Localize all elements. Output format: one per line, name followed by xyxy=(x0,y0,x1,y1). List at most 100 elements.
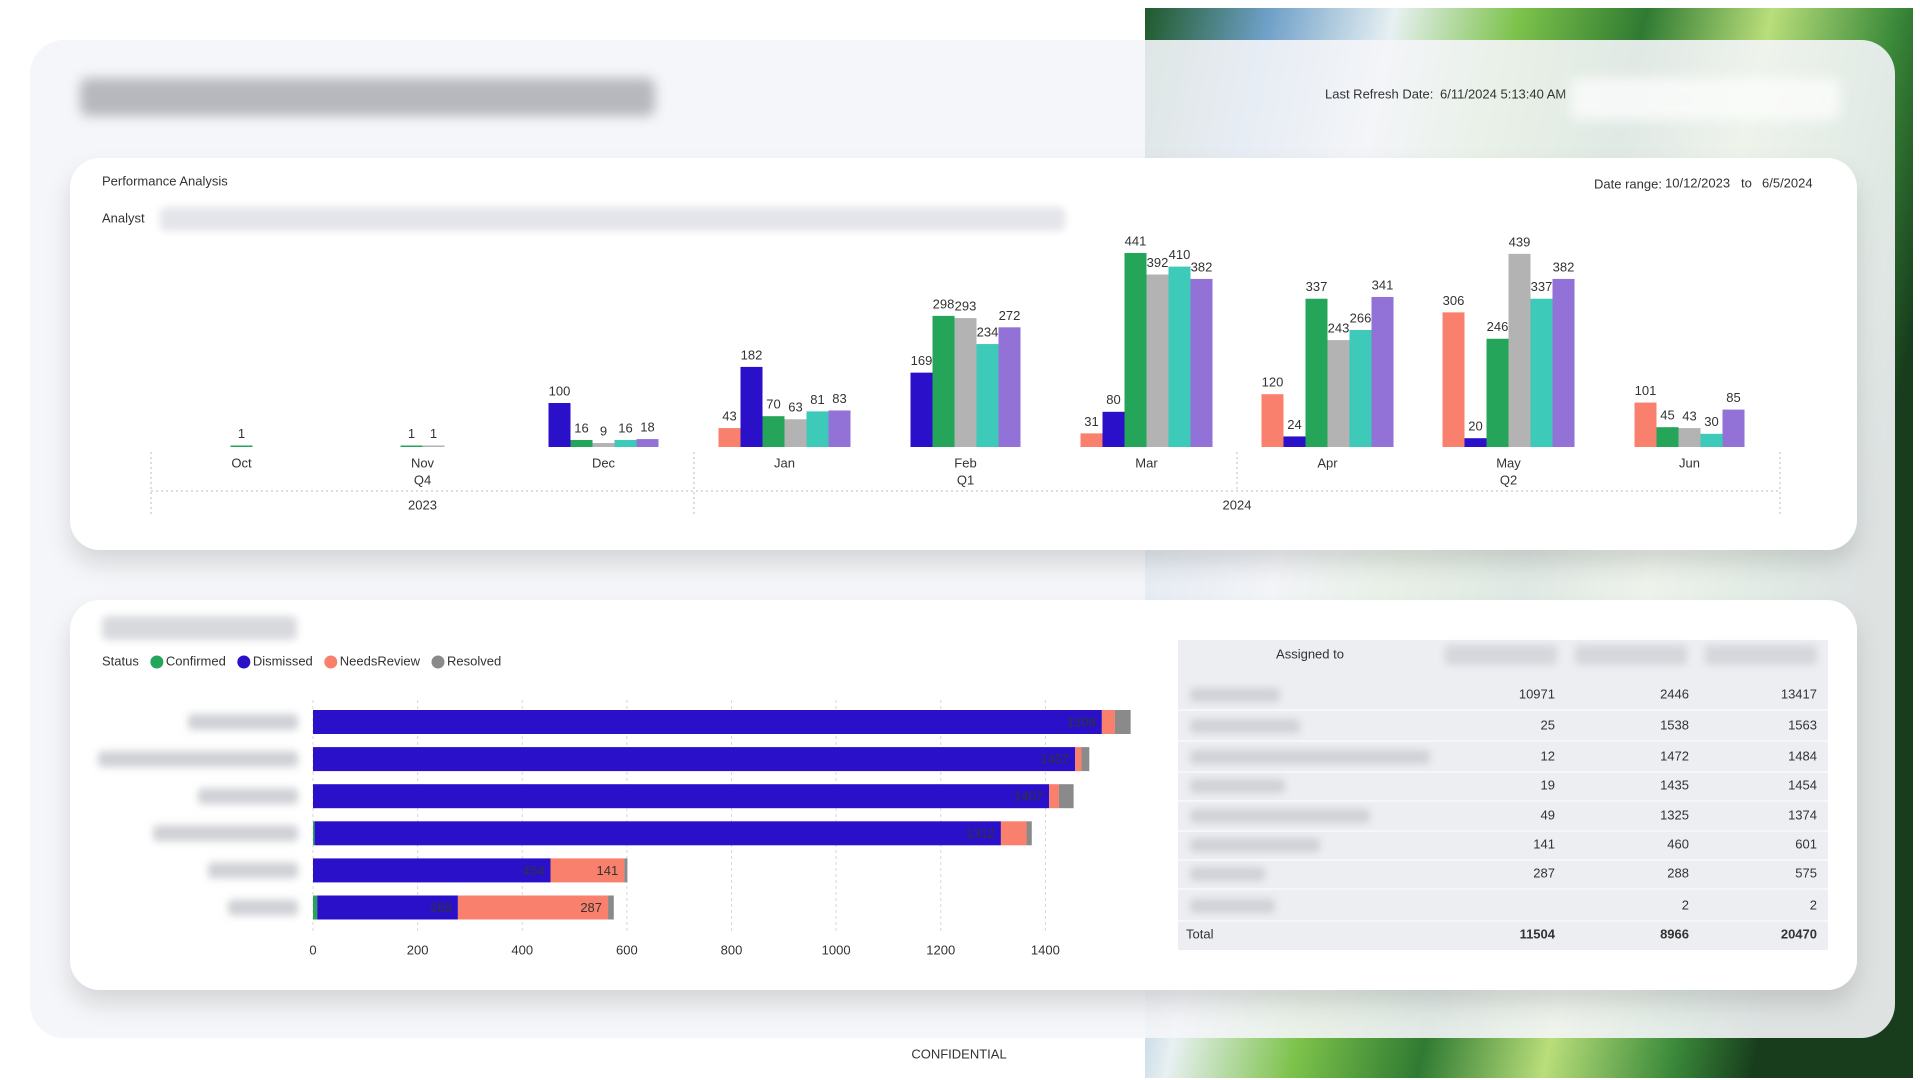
table-cell: 1538 xyxy=(1660,717,1689,732)
bar xyxy=(1349,329,1372,447)
data-label: 24 xyxy=(1287,417,1301,432)
legend-label: Resolved xyxy=(447,653,501,668)
data-label: 85 xyxy=(1726,390,1740,405)
bar xyxy=(1168,266,1191,447)
bar xyxy=(1327,340,1350,447)
table-cell: 1325 xyxy=(1660,807,1689,822)
blurred-row-label xyxy=(1190,899,1275,913)
blurred-row-label xyxy=(153,825,298,842)
bar-segment xyxy=(313,895,318,920)
bar xyxy=(1146,274,1169,447)
data-label: 234 xyxy=(977,324,999,339)
data-label: 410 xyxy=(1169,247,1191,262)
data-label: 1 xyxy=(408,426,415,441)
bar xyxy=(1283,436,1306,447)
bar-segment xyxy=(1058,784,1074,809)
data-label: 337 xyxy=(1531,279,1553,294)
bar xyxy=(1305,298,1328,447)
table-total: 8966 xyxy=(1660,926,1689,941)
x-tick-label: 0 xyxy=(309,942,316,957)
bar xyxy=(998,327,1021,447)
data-label: 120 xyxy=(1262,375,1284,390)
bar xyxy=(932,315,955,447)
data-label: 16 xyxy=(574,420,588,435)
data-label: 45 xyxy=(1660,408,1674,423)
x-tick-label: 600 xyxy=(616,942,638,957)
table-cell: 575 xyxy=(1795,865,1817,880)
table-cell: 288 xyxy=(1667,865,1689,880)
blurred-slicer xyxy=(160,207,1065,231)
bar xyxy=(1656,427,1679,447)
legend-label: Confirmed xyxy=(166,653,226,668)
bar xyxy=(1486,338,1509,447)
bar xyxy=(592,443,615,447)
data-label: 18 xyxy=(640,420,654,435)
bar xyxy=(1464,438,1487,447)
bar-segment xyxy=(1101,710,1115,734)
bar-segment xyxy=(1026,821,1032,846)
date-range-sep: to xyxy=(1741,175,1752,190)
data-label: 141 xyxy=(597,863,619,878)
legend-title: Status xyxy=(102,653,139,668)
quarter-label: Q4 xyxy=(414,472,431,487)
blurred-title xyxy=(80,78,655,116)
x-tick-label: Jan xyxy=(774,455,795,470)
bar xyxy=(1552,278,1575,447)
blurred-row-label xyxy=(1190,779,1285,793)
bar-segment xyxy=(313,710,1102,734)
blurred-column-header xyxy=(1445,645,1557,665)
blurred-row-label xyxy=(1190,750,1430,764)
bar-segment xyxy=(1000,821,1027,846)
bar xyxy=(762,416,785,447)
card-title: Performance Analysis xyxy=(102,173,228,188)
table-cell: 2446 xyxy=(1660,686,1689,701)
bar-segment xyxy=(457,895,609,920)
data-label: 9 xyxy=(600,423,607,438)
table-cell: 2 xyxy=(1682,897,1689,912)
legend-marker xyxy=(237,655,251,669)
data-label: 1 xyxy=(238,426,245,441)
bar xyxy=(1722,409,1745,447)
bar-segment xyxy=(313,784,1050,809)
blurred-row-label xyxy=(1190,838,1320,852)
blurred-row-label xyxy=(198,788,298,805)
date-range-label: Date range: xyxy=(1594,176,1662,191)
legend-marker xyxy=(324,655,338,669)
x-tick-label: 1400 xyxy=(1031,942,1060,957)
bar xyxy=(400,445,423,447)
blurred-row-label xyxy=(188,714,298,730)
table-cell: 25 xyxy=(1541,717,1555,732)
x-tick-label: 200 xyxy=(407,942,429,957)
bar xyxy=(828,410,851,447)
bar xyxy=(1678,428,1701,447)
table-cell: 1563 xyxy=(1788,717,1817,732)
data-label: 1407 xyxy=(1014,789,1043,804)
slicer-label: Analyst xyxy=(102,210,145,225)
bar xyxy=(718,428,741,447)
bar xyxy=(910,372,933,447)
date-range-end: 6/5/2024 xyxy=(1762,175,1813,190)
bar xyxy=(976,344,999,447)
table-cell: 2 xyxy=(1810,897,1817,912)
data-label: 80 xyxy=(1106,392,1120,407)
bar xyxy=(570,439,593,447)
bar xyxy=(422,445,445,447)
table-header: Assigned to xyxy=(1276,646,1344,661)
blurred-row-label xyxy=(1190,688,1280,702)
legend-marker xyxy=(150,655,164,669)
bar-segment xyxy=(313,821,315,846)
blurred-row-label xyxy=(1190,867,1265,881)
x-tick-label: 1200 xyxy=(926,942,955,957)
blurred-column-header xyxy=(1575,645,1687,665)
data-label: 454 xyxy=(523,863,545,878)
data-label: 100 xyxy=(549,383,571,398)
data-label: 298 xyxy=(933,296,955,311)
data-label: 293 xyxy=(955,299,977,314)
bar xyxy=(806,411,829,447)
blurred-row-label xyxy=(228,899,298,916)
table-total: 20470 xyxy=(1781,926,1817,941)
data-label: 1508 xyxy=(1067,714,1096,729)
data-label: 392 xyxy=(1147,255,1169,270)
footer: CONFIDENTIAL xyxy=(911,1046,1006,1061)
